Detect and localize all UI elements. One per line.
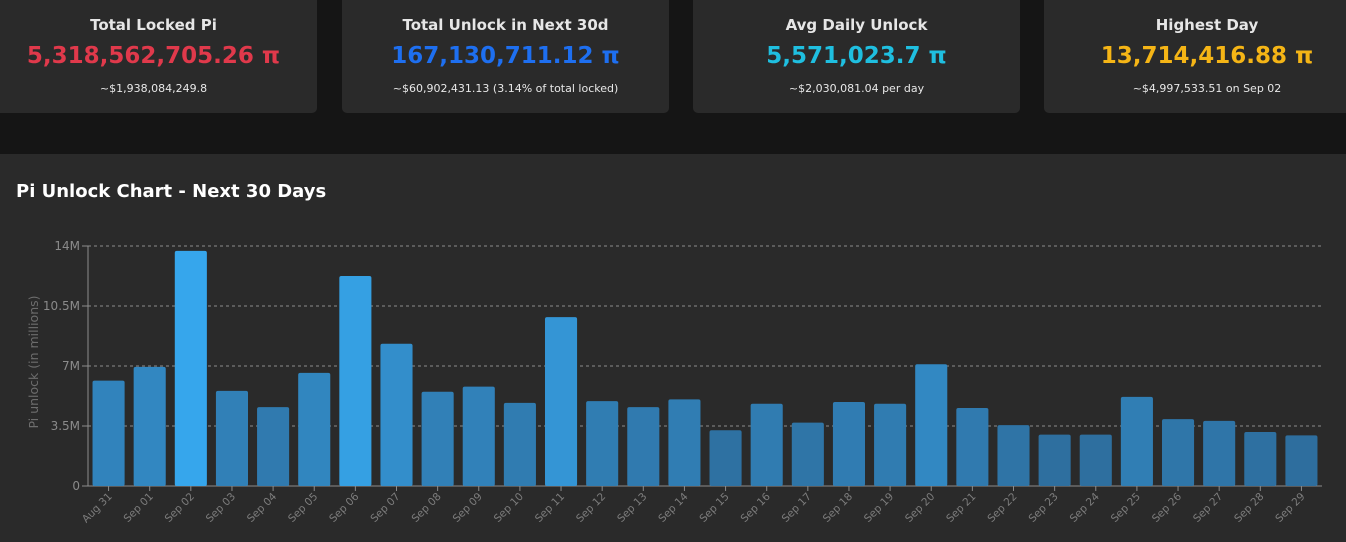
- x-tick-label: Sep 18: [821, 491, 855, 525]
- bar-sep-19: [874, 403, 907, 486]
- x-tick-label: Sep 17: [780, 491, 814, 525]
- x-tick-label: Sep 27: [1191, 491, 1225, 525]
- unlock-bar-chart: 0 3.5M 7M 10.5M 14M Pi unlock (in millions) Au…: [26, 239, 1322, 526]
- bar-sep-16: [750, 403, 783, 486]
- bar-sep-25: [1120, 396, 1153, 486]
- bar-sep-18: [832, 402, 866, 486]
- x-tick-label: Sep 26: [1150, 490, 1185, 525]
- x-tick-label: Sep 09: [451, 491, 485, 525]
- y-axis-label: Pi unlock (in millions): [26, 295, 41, 428]
- stat-title: Highest Day: [1155, 16, 1259, 34]
- bar-sep-01: [133, 366, 166, 486]
- stat-value: 5,318,562,705.26 π: [26, 43, 281, 69]
- x-tick-label: Sep 14: [656, 490, 691, 525]
- bar-sep-21: [956, 408, 989, 486]
- stat-card-avg-daily: Avg Daily Unlock 5,571,023.7 π ~$2,030,0…: [693, 0, 1020, 113]
- bar-sep-20: [915, 364, 948, 486]
- bar-sep-24: [1079, 434, 1112, 486]
- stat-card-unlock-30d: Total Unlock in Next 30d 167,130,711.12 …: [342, 0, 669, 113]
- stat-title: Total Unlock in Next 30d: [402, 16, 609, 34]
- stat-title: Total Locked Pi: [90, 16, 217, 34]
- x-tick-label: Sep 10: [492, 491, 526, 525]
- bar-sep-11: [544, 317, 578, 486]
- x-tick-label: Sep 25: [1109, 491, 1143, 525]
- stat-sub: ~$1,938,084,249.8: [99, 82, 208, 95]
- bar-sep-10: [503, 402, 536, 486]
- bar-sep-28: [1244, 432, 1277, 486]
- y-tick-label: 3.5M: [51, 419, 80, 433]
- stat-title: Avg Daily Unlock: [785, 16, 928, 34]
- x-tick-label: Sep 29: [1273, 491, 1307, 525]
- x-tick-label: Sep 12: [574, 491, 608, 525]
- x-tick-label: Sep 11: [533, 491, 567, 525]
- stat-value: 13,714,416.88 π: [1100, 43, 1314, 69]
- bar-sep-09: [462, 386, 495, 486]
- x-tick-label: Sep 19: [862, 491, 896, 525]
- bar-sep-02: [174, 250, 207, 486]
- x-tick-label: Sep 05: [286, 491, 320, 525]
- bar-sep-29: [1285, 435, 1318, 486]
- bar-sep-06: [339, 276, 372, 486]
- stat-card-highest-day: Highest Day 13,714,416.88 π ~$4,997,533.…: [1044, 0, 1346, 113]
- chart-title: Pi Unlock Chart - Next 30 Days: [16, 181, 327, 202]
- chart-panel: Pi Unlock Chart - Next 30 Days 0 3.5M 7M 10…: [0, 154, 1346, 542]
- y-tick-label: 14M: [54, 239, 80, 253]
- x-tick-label: Sep 15: [697, 491, 731, 525]
- bar-sep-14: [668, 399, 701, 486]
- bar-sep-15: [709, 430, 742, 486]
- bar-sep-23: [1038, 434, 1071, 486]
- stat-sub: ~$2,030,081.04 per day: [788, 82, 925, 95]
- bar-sep-17: [791, 422, 824, 486]
- x-tick-label: Sep 16: [739, 490, 774, 525]
- bar-sep-08: [421, 391, 454, 486]
- stat-value: 5,571,023.7 π: [766, 43, 947, 69]
- stat-sub: ~$4,997,533.51 on Sep 02: [1132, 82, 1282, 95]
- stat-card-total-locked: Total Locked Pi 5,318,562,705.26 π ~$1,9…: [0, 0, 317, 113]
- x-tick-label: Sep 28: [1232, 491, 1266, 525]
- stats-row: Total Locked Pi 5,318,562,705.26 π ~$1,9…: [0, 0, 1346, 154]
- bar-sep-13: [627, 407, 660, 486]
- x-tick-label: Sep 13: [615, 491, 649, 525]
- bar-sep-27: [1203, 420, 1236, 486]
- x-tick-label: Sep 22: [985, 491, 1019, 525]
- bar-sep-05: [298, 372, 331, 486]
- bar-aug-31: [92, 380, 125, 486]
- x-tick-label: Sep 21: [944, 491, 978, 525]
- x-tick-label: Sep 20: [903, 491, 937, 525]
- bar-sep-12: [586, 401, 619, 486]
- x-tick-label: Sep 08: [409, 491, 443, 525]
- x-tick-label: Sep 02: [163, 491, 197, 525]
- x-tick-label: Sep 23: [1026, 491, 1060, 525]
- bar-sep-26: [1161, 419, 1195, 486]
- x-tick-label: Sep 07: [368, 491, 402, 525]
- y-tick-label: 7M: [62, 359, 80, 373]
- x-tick-label: Sep 04: [245, 490, 280, 525]
- y-tick-label: 0: [72, 479, 80, 493]
- bar-sep-03: [215, 390, 249, 486]
- x-tick-label: Sep 01: [122, 491, 156, 525]
- x-tick-label: Sep 24: [1068, 490, 1103, 525]
- stat-value: 167,130,711.12 π: [391, 43, 620, 69]
- bar-sep-04: [257, 407, 290, 486]
- bar-sep-07: [380, 343, 413, 486]
- x-tick-label: Sep 06: [327, 490, 362, 525]
- x-tick-label: Sep 03: [204, 491, 238, 525]
- x-tick-label: Aug 31: [80, 491, 115, 526]
- y-tick-label: 10.5M: [43, 299, 80, 313]
- stat-sub: ~$60,902,431.13 (3.14% of total locked): [392, 82, 619, 95]
- bar-sep-22: [997, 425, 1030, 486]
